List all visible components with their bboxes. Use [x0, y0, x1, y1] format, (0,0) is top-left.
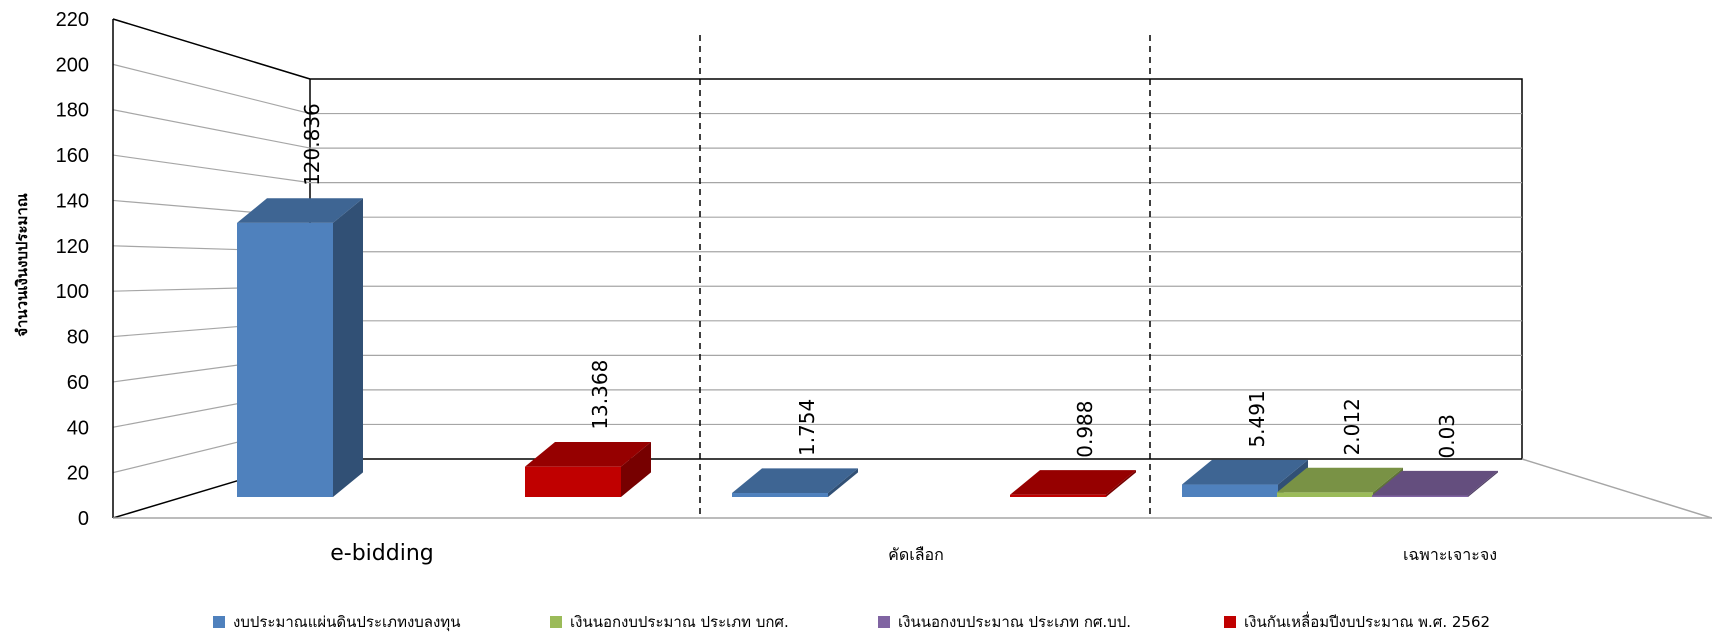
back-wall-frame: [309, 78, 1523, 460]
bar: [1372, 470, 1498, 497]
y-axis-ticks: 0 20 40 60 80 100 120 140 160 180 200 220: [56, 9, 89, 530]
bar-top-face: [1182, 459, 1308, 485]
bar-top-face: [1372, 470, 1498, 496]
bar-front-face: [1277, 492, 1373, 497]
data-label: 120.836: [300, 103, 324, 186]
bar-front-face: [732, 493, 828, 497]
side-gridline: [112, 63, 311, 115]
data-label: 0.03: [1435, 414, 1459, 459]
bar-front-face: [1182, 484, 1278, 497]
y-tick-label: 200: [56, 54, 89, 76]
bar-top-face: [237, 198, 363, 223]
bar-front-face: [237, 222, 333, 497]
data-label: 0.988: [1073, 400, 1097, 457]
bar: [732, 468, 858, 497]
bar: [1010, 470, 1136, 497]
legend-label: เงินกันเหลื่อมปีงบประมาณ พ.ศ. 2562: [1244, 613, 1491, 631]
x-tick-label: คัดเลือก: [888, 545, 944, 564]
legend-swatch: [1224, 616, 1236, 628]
bar-front-face: [525, 466, 621, 497]
chart-back-wall: [309, 78, 1523, 460]
data-label: 13.368: [588, 360, 612, 430]
x-axis-labels: e-bidding คัดเลือก เฉพาะเจาะจง: [330, 541, 1497, 566]
legend-label: เงินนอกงบประมาณ ประเภท บกศ.: [570, 613, 789, 631]
y-tick-label: 60: [67, 372, 89, 394]
bar-top-face: [525, 442, 651, 467]
x-tick-label: เฉพาะเจาะจง: [1403, 545, 1497, 564]
bar-side-face: [1468, 470, 1498, 497]
data-labels: 120.836 1.754 5.491 2.012 0.03 13.368 0.988: [300, 103, 1459, 458]
y-tick-label: 220: [56, 9, 89, 31]
bars: [237, 198, 1498, 498]
bar-top-face: [1010, 470, 1136, 495]
legend-item: เงินกันเหลื่อมปีงบประมาณ พ.ศ. 2562: [1224, 610, 1490, 634]
legend-swatch: [213, 616, 225, 628]
legend-label: งบประมาณแผ่นดินประเภทงบลงทุน: [233, 613, 461, 631]
bar-front-face: [1372, 495, 1468, 497]
category-separators: [699, 35, 1151, 514]
y-tick-label: 100: [56, 281, 89, 303]
side-gridline: [112, 154, 311, 184]
side-wall-top-edge: [112, 18, 311, 80]
legend-swatch: [550, 616, 562, 628]
y-tick-label: 20: [67, 463, 89, 485]
bar-chart: 0 20 40 60 80 100 120 140 160 180 200 220 120.836 1.…: [13, 9, 1712, 566]
data-label: 1.754: [795, 399, 819, 456]
bar: [237, 198, 363, 498]
bar-side-face: [828, 468, 858, 497]
bar-side-face: [621, 442, 651, 497]
legend-swatch: [878, 616, 890, 628]
chart-floor: [113, 458, 1712, 519]
floor-right-edge: [1521, 458, 1712, 519]
data-label: 2.012: [1340, 398, 1364, 455]
y-tick-label: 80: [67, 327, 89, 349]
bar-top-face: [1277, 467, 1403, 493]
data-label: 5.491: [1245, 390, 1269, 447]
bar: [1182, 459, 1308, 497]
y-tick-label: 140: [56, 190, 89, 212]
legend-item: เงินนอกงบประมาณ ประเภท กศ.บป.: [878, 610, 1131, 634]
y-tick-label: 180: [56, 100, 89, 122]
y-axis-title: จำนวนเงินงบประมาณ: [13, 193, 31, 337]
bar-side-face: [333, 198, 363, 498]
side-gridline: [112, 109, 311, 149]
bar-side-face: [1106, 470, 1136, 497]
bar-front-face: [1010, 494, 1106, 497]
y-tick-label: 120: [56, 236, 89, 258]
legend: งบประมาณแผ่นดินประเภทงบลงทุน เงินนอกงบประ…: [0, 610, 1712, 632]
y-tick-label: 160: [56, 145, 89, 167]
bar: [525, 442, 651, 497]
legend-item: เงินนอกงบประมาณ ประเภท บกศ.: [550, 610, 789, 634]
x-tick-label: e-bidding: [330, 541, 434, 566]
legend-label: เงินนอกงบประมาณ ประเภท กศ.บป.: [898, 613, 1132, 631]
y-tick-label: 40: [67, 417, 89, 439]
bar-top-face: [732, 468, 858, 494]
y-tick-label: 0: [78, 508, 89, 530]
legend-item: งบประมาณแผ่นดินประเภทงบลงทุน: [213, 610, 460, 634]
